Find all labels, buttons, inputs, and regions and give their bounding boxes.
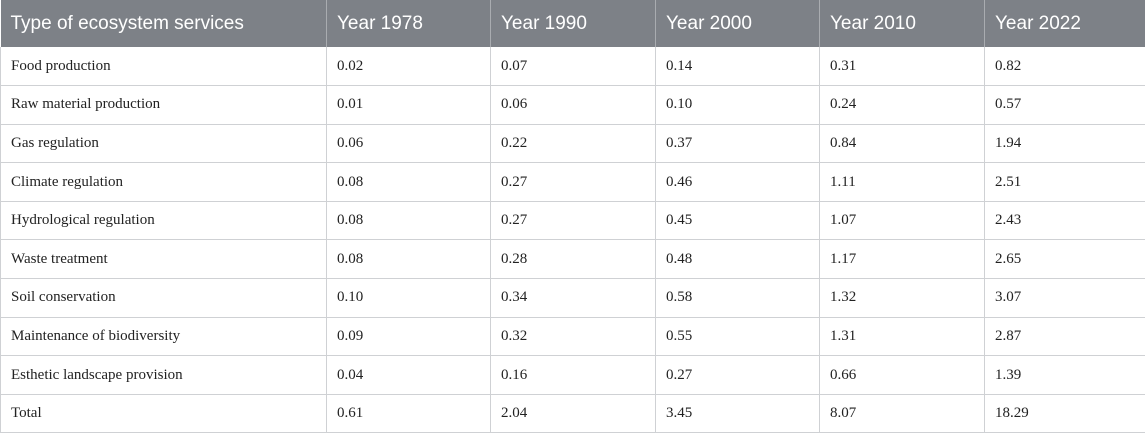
value-cell-1978: 0.08 <box>326 162 491 202</box>
table-row: Gas regulation 0.06 0.22 0.37 0.84 1.94 <box>0 124 1145 164</box>
value-cell-2010: 1.11 <box>819 162 985 202</box>
value-cell-2022: 2.65 <box>984 239 1145 280</box>
value-cell-1990: 0.06 <box>490 85 656 125</box>
value-cell-1978: 0.04 <box>326 355 491 395</box>
value-cell-2000: 0.45 <box>655 201 820 241</box>
table-row: Soil conservation 0.10 0.34 0.58 1.32 3.07 <box>0 278 1145 318</box>
row-label-cell: Waste treatment <box>0 239 327 280</box>
table-row: Esthetic landscape provision 0.04 0.16 0.27… <box>0 355 1145 395</box>
value-cell-2022: 3.07 <box>984 278 1145 318</box>
value-cell-1990: 0.32 <box>490 317 656 357</box>
value-cell-1990: 0.34 <box>490 278 656 318</box>
value-cell-1990: 0.16 <box>490 355 656 395</box>
row-label-cell: Maintenance of biodiversity <box>0 317 327 357</box>
column-header-2010: Year 2010 <box>819 0 985 47</box>
row-label-cell: Food production <box>0 47 327 87</box>
table-row: Hydrological regulation 0.08 0.27 0.45 1.07 2… <box>0 201 1145 241</box>
value-cell-2000: 0.27 <box>655 355 820 395</box>
header-row: Type of ecosystem services Year 1978 Yea… <box>0 0 1145 47</box>
value-cell-1978: 0.09 <box>326 317 491 357</box>
value-cell-2022: 0.57 <box>984 85 1145 125</box>
row-label-cell: Esthetic landscape provision <box>0 355 327 395</box>
row-label-cell: Raw material production <box>0 85 327 125</box>
value-cell-1978: 0.08 <box>326 239 491 280</box>
row-label-cell: Soil conservation <box>0 278 327 318</box>
column-header-1978: Year 1978 <box>326 0 491 47</box>
value-cell-2010: 0.84 <box>819 124 985 164</box>
row-label-cell: Climate regulation <box>0 162 327 202</box>
value-cell-2000: 0.37 <box>655 124 820 164</box>
value-cell-1978: 0.02 <box>326 47 491 87</box>
value-cell-2000: 0.14 <box>655 47 820 87</box>
value-cell-2010: 0.24 <box>819 85 985 125</box>
column-header-2000: Year 2000 <box>655 0 820 47</box>
value-cell-2022: 1.39 <box>984 355 1145 395</box>
value-cell-2022: 18.29 <box>984 394 1145 433</box>
value-cell-1990: 0.27 <box>490 162 656 202</box>
value-cell-1990: 0.22 <box>490 124 656 164</box>
value-cell-2022: 2.87 <box>984 317 1145 357</box>
table-row: Food production 0.02 0.07 0.14 0.31 0.82 <box>0 47 1145 87</box>
column-header-1990: Year 1990 <box>490 0 656 47</box>
value-cell-2000: 0.48 <box>655 239 820 280</box>
row-label-cell: Gas regulation <box>0 124 327 164</box>
value-cell-2000: 0.46 <box>655 162 820 202</box>
value-cell-1978: 0.61 <box>326 394 491 433</box>
value-cell-2000: 0.10 <box>655 85 820 125</box>
table-row: Climate regulation 0.08 0.27 0.46 1.11 2.51 <box>0 162 1145 202</box>
value-cell-2010: 8.07 <box>819 394 985 433</box>
value-cell-2010: 0.31 <box>819 47 985 87</box>
table-row: Waste treatment 0.08 0.28 0.48 1.17 2.65 <box>0 239 1145 280</box>
table-body: Food production 0.02 0.07 0.14 0.31 0.82 Raw m… <box>0 47 1145 433</box>
value-cell-2022: 2.43 <box>984 201 1145 241</box>
row-label-cell: Hydrological regulation <box>0 201 327 241</box>
value-cell-1990: 0.28 <box>490 239 656 280</box>
value-cell-2010: 1.32 <box>819 278 985 318</box>
value-cell-2022: 1.94 <box>984 124 1145 164</box>
table-row: Raw material production 0.01 0.06 0.10 0.24 0… <box>0 85 1145 125</box>
value-cell-1978: 0.08 <box>326 201 491 241</box>
value-cell-1978: 0.01 <box>326 85 491 125</box>
value-cell-2022: 0.82 <box>984 47 1145 87</box>
value-cell-2000: 0.55 <box>655 317 820 357</box>
table-header: Type of ecosystem services Year 1978 Yea… <box>0 0 1145 47</box>
table-row: Maintenance of biodiversity 0.09 0.32 0.55 1… <box>0 317 1145 357</box>
value-cell-1990: 0.27 <box>490 201 656 241</box>
value-cell-1990: 0.07 <box>490 47 656 87</box>
column-header-type: Type of ecosystem services <box>0 0 327 47</box>
table-row: Total 0.61 2.04 3.45 8.07 18.29 <box>0 394 1145 433</box>
column-header-2022: Year 2022 <box>984 0 1145 47</box>
value-cell-2010: 0.66 <box>819 355 985 395</box>
value-cell-2000: 3.45 <box>655 394 820 433</box>
value-cell-1978: 0.10 <box>326 278 491 318</box>
value-cell-2010: 1.17 <box>819 239 985 280</box>
value-cell-2010: 1.07 <box>819 201 985 241</box>
value-cell-2000: 0.58 <box>655 278 820 318</box>
value-cell-1990: 2.04 <box>490 394 656 433</box>
value-cell-2022: 2.51 <box>984 162 1145 202</box>
value-cell-2010: 1.31 <box>819 317 985 357</box>
row-label-cell: Total <box>0 394 327 433</box>
value-cell-1978: 0.06 <box>326 124 491 164</box>
